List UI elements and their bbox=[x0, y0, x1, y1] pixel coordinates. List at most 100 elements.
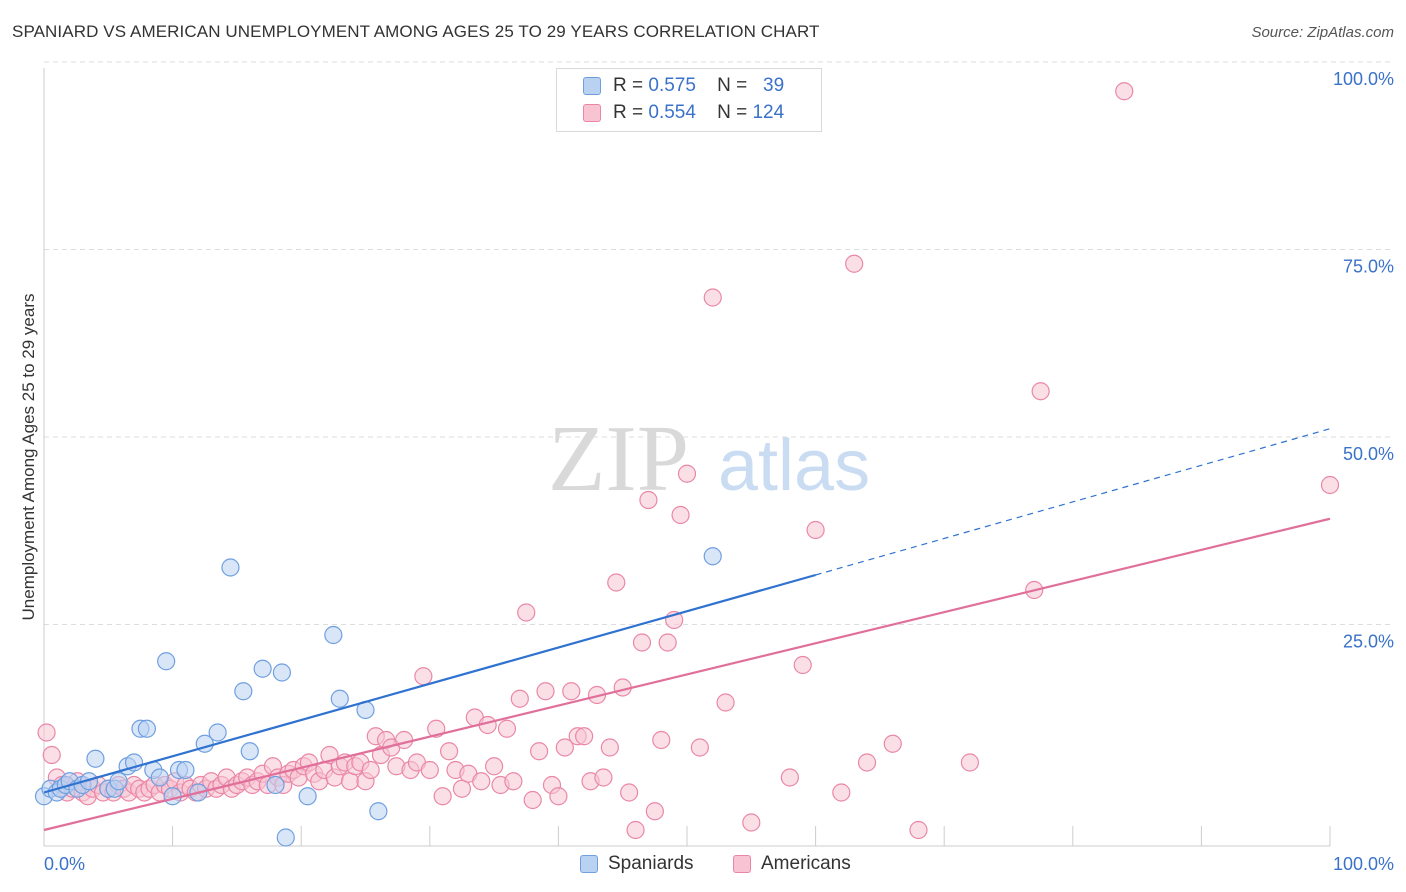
x-ticks bbox=[172, 826, 1331, 846]
watermark: ZIP atlas bbox=[548, 407, 870, 511]
american-point bbox=[530, 742, 549, 761]
american-point bbox=[677, 464, 697, 483]
source-credit: Source: ZipAtlas.com bbox=[1251, 24, 1394, 41]
american-point bbox=[690, 738, 709, 757]
spaniards-points bbox=[34, 547, 722, 847]
american-point bbox=[485, 757, 504, 776]
american-point bbox=[510, 689, 529, 708]
american-point bbox=[472, 772, 491, 791]
y-tick-label: 75.0% bbox=[1343, 257, 1394, 277]
spaniard-point bbox=[266, 775, 285, 795]
american-point bbox=[652, 730, 671, 750]
spaniard-point bbox=[240, 742, 259, 761]
american-point bbox=[600, 738, 619, 757]
american-point bbox=[716, 693, 735, 712]
americans-n-label: N = bbox=[717, 102, 748, 123]
y-tick-label: 25.0% bbox=[1343, 632, 1394, 652]
american-point bbox=[620, 783, 639, 802]
legend-americans-swatch bbox=[733, 855, 751, 873]
american-point bbox=[452, 779, 472, 798]
spaniards-n-value: 39 bbox=[763, 75, 785, 96]
american-point bbox=[394, 730, 414, 750]
chart-title: SPANIARD VS AMERICAN UNEMPLOYMENT AMONG … bbox=[12, 22, 820, 41]
american-point bbox=[1031, 382, 1050, 401]
legend-spaniards-swatch bbox=[580, 855, 598, 873]
spaniard-point bbox=[86, 749, 105, 768]
americans-r-label: R = bbox=[613, 102, 644, 123]
legend-americans-label: Americans bbox=[761, 853, 851, 874]
american-point bbox=[42, 745, 61, 765]
legend-item-spaniards[interactable]: Spaniards bbox=[580, 851, 694, 877]
x-tick-label-min: 0.0% bbox=[44, 854, 85, 874]
american-point bbox=[414, 667, 433, 686]
americans-swatch bbox=[583, 104, 601, 122]
spaniard-point bbox=[703, 547, 722, 566]
american-point bbox=[857, 753, 877, 772]
american-point bbox=[420, 760, 439, 780]
spaniard-point bbox=[234, 682, 253, 701]
american-point bbox=[549, 787, 568, 806]
y-tick-labels: 25.0% 50.0% 75.0% 100.0% bbox=[1333, 69, 1394, 652]
spaniard-point bbox=[330, 689, 349, 708]
american-point bbox=[536, 682, 555, 701]
american-point bbox=[607, 573, 626, 592]
american-point bbox=[361, 760, 380, 780]
spaniard-point bbox=[298, 787, 317, 806]
watermark-atlas: atlas bbox=[718, 426, 870, 506]
americans-n-value: 124 bbox=[752, 102, 785, 123]
spaniard-point bbox=[137, 719, 156, 738]
trend-lines bbox=[43, 428, 1331, 832]
spaniard-point bbox=[176, 760, 195, 780]
spaniard-point bbox=[369, 802, 388, 821]
spaniard-point bbox=[163, 787, 182, 806]
american-point bbox=[517, 603, 536, 622]
american-point bbox=[703, 288, 722, 307]
americans-trend-line bbox=[43, 517, 1331, 832]
american-point bbox=[832, 783, 851, 802]
american-point bbox=[504, 772, 523, 791]
american-point bbox=[793, 655, 812, 675]
y-tick-label: 50.0% bbox=[1343, 444, 1394, 464]
american-point bbox=[671, 505, 690, 525]
american-point bbox=[555, 738, 574, 757]
american-point bbox=[433, 787, 452, 806]
american-point bbox=[626, 820, 645, 840]
american-point bbox=[575, 727, 594, 746]
american-point bbox=[780, 768, 799, 787]
american-point bbox=[806, 520, 825, 540]
spaniard-point bbox=[221, 558, 240, 577]
spaniard-point bbox=[276, 828, 295, 847]
legend-spaniards-label: Spaniards bbox=[608, 853, 694, 874]
y-axis-title: Unemployment Among Ages 25 to 29 years bbox=[19, 294, 38, 621]
american-point bbox=[632, 633, 652, 652]
americans-r-value: 0.554 bbox=[648, 102, 696, 123]
spaniards-trend-extension bbox=[815, 428, 1331, 576]
american-point bbox=[594, 768, 613, 787]
spaniard-point bbox=[150, 768, 169, 787]
american-point bbox=[1320, 475, 1340, 495]
american-point bbox=[497, 719, 517, 738]
spaniards-r-value: 0.575 bbox=[648, 75, 696, 96]
spaniard-point bbox=[324, 625, 343, 645]
american-point bbox=[37, 723, 56, 742]
american-point bbox=[523, 790, 542, 810]
legend-item-americans[interactable]: Americans bbox=[733, 851, 851, 877]
american-point bbox=[562, 682, 581, 701]
spaniard-point bbox=[109, 772, 128, 791]
grid-lines bbox=[44, 61, 1394, 625]
american-point bbox=[639, 490, 658, 510]
spaniards-n-label: N = bbox=[717, 75, 748, 96]
american-point bbox=[960, 753, 980, 772]
american-point bbox=[439, 742, 459, 761]
spaniard-point bbox=[208, 723, 227, 742]
spaniards-trend-line bbox=[43, 573, 816, 794]
watermark-zip: ZIP bbox=[548, 407, 689, 511]
american-point bbox=[883, 734, 902, 753]
spaniards-r-label: R = bbox=[613, 75, 644, 96]
american-point bbox=[645, 802, 664, 821]
american-point bbox=[742, 813, 761, 832]
spaniard-point bbox=[253, 659, 272, 678]
x-tick-label-max: 100.0% bbox=[1333, 854, 1394, 874]
american-point bbox=[845, 254, 864, 273]
